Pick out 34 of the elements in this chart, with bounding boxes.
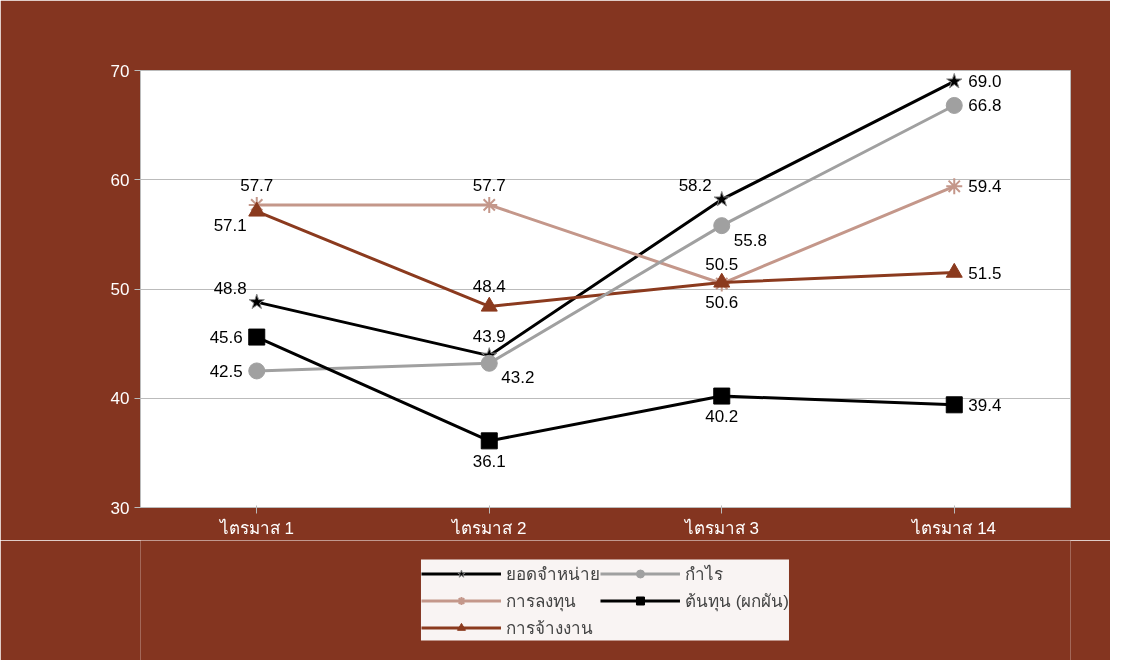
data-label: 43.9 bbox=[472, 326, 506, 346]
x-tick-label: ไตรมาส 3 bbox=[682, 517, 759, 538]
x-tick-label: ไตรมาส 1 bbox=[217, 517, 294, 538]
data-label: 57.7 bbox=[240, 175, 274, 195]
y-tick-label: 50 bbox=[110, 280, 130, 299]
data-label: 57.1 bbox=[213, 216, 247, 236]
data-label: 66.8 bbox=[968, 96, 1002, 116]
data-label: 40.2 bbox=[705, 407, 739, 427]
data-label: 48.4 bbox=[472, 277, 506, 297]
x-tick-label: ไตรมาส 2 bbox=[450, 517, 527, 538]
legend-label: การลงทุน bbox=[505, 590, 576, 614]
x-tick-label: ไตรมาส 14 bbox=[910, 517, 997, 538]
y-tick-label: 40 bbox=[110, 389, 130, 409]
legend-label: การจ้างงาน bbox=[505, 617, 593, 640]
legend-label: ต้นทุน (ผกผัน) bbox=[684, 590, 790, 614]
data-label: 59.4 bbox=[968, 177, 1002, 197]
data-label: 50.5 bbox=[705, 254, 739, 274]
legend-label: กำไร bbox=[684, 563, 723, 586]
data-label: 42.5 bbox=[209, 361, 243, 381]
data-label: 48.8 bbox=[213, 279, 247, 299]
data-label: 58.2 bbox=[678, 176, 712, 196]
data-label: 57.7 bbox=[472, 175, 506, 195]
data-label: 55.8 bbox=[733, 230, 767, 250]
data-label: 45.6 bbox=[209, 328, 243, 348]
data-label: 69.0 bbox=[968, 72, 1002, 92]
data-label: 36.1 bbox=[472, 451, 506, 471]
data-label: 51.5 bbox=[968, 263, 1002, 283]
legend-label: ยอดจำหน่าย bbox=[505, 563, 600, 586]
data-label: 43.2 bbox=[501, 368, 535, 388]
y-tick-label: 60 bbox=[110, 170, 130, 190]
data-label: 50.6 bbox=[705, 293, 739, 313]
y-tick-label: 70 bbox=[110, 61, 130, 81]
y-tick-label: 30 bbox=[110, 498, 130, 518]
data-label: 39.4 bbox=[968, 395, 1002, 415]
